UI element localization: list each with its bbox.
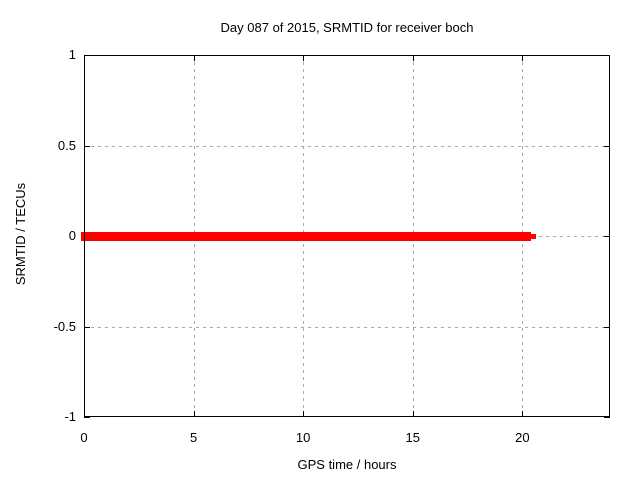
x-tick-label: 15 — [405, 430, 420, 445]
tick-mark-left — [84, 417, 90, 418]
x-tick-label: 10 — [295, 430, 311, 445]
tick-mark-right — [604, 417, 610, 418]
y-tick-label: 1 — [68, 47, 76, 62]
x-axis-label: GPS time / hours — [297, 457, 397, 472]
y-tick-label: -1 — [64, 409, 76, 424]
x-tick-label: 5 — [189, 430, 198, 445]
y-axis-label: SRMTID / TECUs — [13, 182, 28, 286]
x-tick-label: 0 — [80, 430, 88, 445]
chart-title: Day 087 of 2015, SRMTID for receiver boc… — [220, 20, 474, 35]
x-tick-label: 20 — [515, 430, 530, 445]
plot-area — [84, 55, 610, 417]
